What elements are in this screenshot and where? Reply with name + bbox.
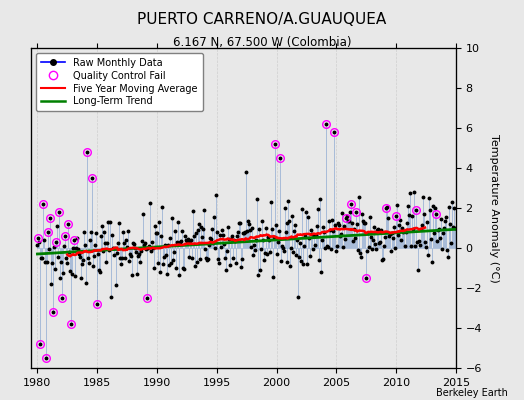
Y-axis label: Temperature Anomaly (°C): Temperature Anomaly (°C) (489, 134, 499, 282)
Text: 6.167 N, 67.500 W (Colombia): 6.167 N, 67.500 W (Colombia) (173, 36, 351, 49)
Text: Berkeley Earth: Berkeley Earth (436, 388, 508, 398)
Text: PUERTO CARRENO/A.GUAUQUEA: PUERTO CARRENO/A.GUAUQUEA (137, 12, 387, 27)
Legend: Raw Monthly Data, Quality Control Fail, Five Year Moving Average, Long-Term Tren: Raw Monthly Data, Quality Control Fail, … (36, 53, 203, 111)
